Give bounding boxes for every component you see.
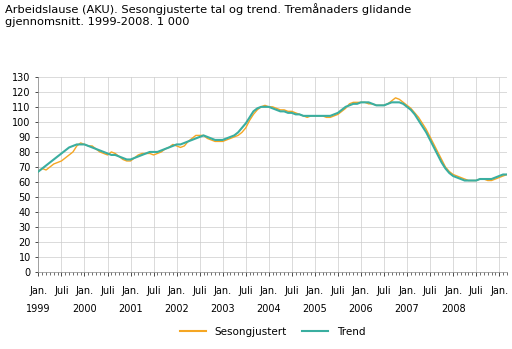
Text: 2005: 2005 <box>303 304 327 314</box>
Text: Juli: Juli <box>146 286 161 296</box>
Text: Juli: Juli <box>193 286 207 296</box>
Text: Arbeidslause (AKU). Sesongjusterte tal og trend. Tremånaders glidande
gjennomsni: Arbeidslause (AKU). Sesongjusterte tal o… <box>5 3 411 27</box>
Legend: Sesongjustert, Trend: Sesongjustert, Trend <box>176 323 369 341</box>
Text: Juli: Juli <box>331 286 345 296</box>
Text: Juli: Juli <box>100 286 115 296</box>
Text: 2006: 2006 <box>349 304 373 314</box>
Text: Juli: Juli <box>239 286 253 296</box>
Text: Juli: Juli <box>469 286 483 296</box>
Text: 2007: 2007 <box>395 304 419 314</box>
Text: Jan.: Jan. <box>214 286 232 296</box>
Text: Jan.: Jan. <box>260 286 278 296</box>
Text: Jan.: Jan. <box>352 286 370 296</box>
Text: Jan.: Jan. <box>398 286 416 296</box>
Text: 1999: 1999 <box>26 304 51 314</box>
Text: Jan.: Jan. <box>29 286 48 296</box>
Text: Jan.: Jan. <box>490 286 508 296</box>
Text: Juli: Juli <box>285 286 299 296</box>
Text: Jan.: Jan. <box>306 286 324 296</box>
Text: Jan.: Jan. <box>121 286 140 296</box>
Text: Juli: Juli <box>377 286 391 296</box>
Text: 2004: 2004 <box>257 304 281 314</box>
Text: Juli: Juli <box>54 286 69 296</box>
Text: Jan.: Jan. <box>75 286 94 296</box>
Text: Jan.: Jan. <box>444 286 462 296</box>
Text: 2001: 2001 <box>118 304 143 314</box>
Text: 2008: 2008 <box>441 304 465 314</box>
Text: 2003: 2003 <box>210 304 235 314</box>
Text: 2002: 2002 <box>164 304 189 314</box>
Text: Jan.: Jan. <box>167 286 186 296</box>
Text: 2000: 2000 <box>72 304 97 314</box>
Text: Juli: Juli <box>423 286 437 296</box>
